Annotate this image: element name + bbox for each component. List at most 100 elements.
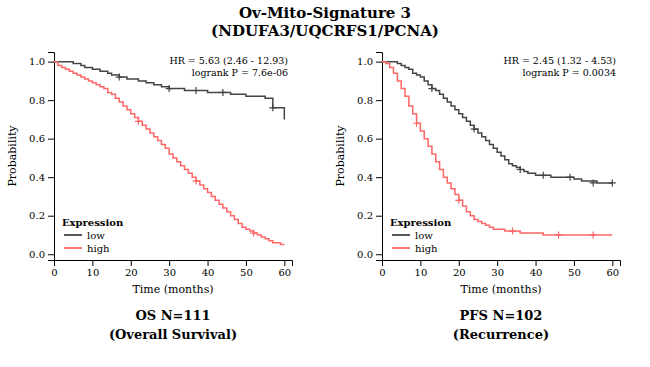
legend-label: high: [87, 243, 110, 254]
y-tick-label: 0.4: [357, 172, 373, 183]
y-tick-mark: [376, 100, 382, 101]
annotation-line: HR = 5.63 (2.46 - 12.93): [169, 55, 288, 66]
panel-subtitle: (Recurrence): [453, 327, 549, 342]
x-tick-mark: [169, 260, 170, 266]
y-tick: 1.0: [29, 56, 54, 67]
y-axis-line: [48, 53, 55, 261]
x-tick-mark: [497, 260, 498, 266]
plot-area: [54, 62, 284, 245]
censor-mark: [219, 89, 226, 96]
panel: 01020304050600.00.20.40.60.81.0Time (mon…: [334, 53, 621, 297]
y-axis: 0.0 0.2 0.4 0.6 0.8 1.0: [357, 53, 382, 261]
censor-mark: [517, 166, 524, 173]
x-tick: 0: [379, 260, 385, 278]
panel-subtitle: (Overall Survival): [109, 327, 237, 342]
y-tick: 0.8: [29, 95, 54, 106]
censor-mark: [455, 197, 462, 204]
annotation-line: logrank P = 0.0034: [522, 67, 616, 78]
x-tick: 30: [163, 260, 176, 278]
censor-mark: [509, 228, 516, 235]
panel: 01020304050600.00.20.40.60.81.0Time (mon…: [6, 53, 293, 297]
annotation-line: logrank P = 7.6e-06: [192, 67, 288, 78]
annotation: HR = 2.45 (1.32 - 4.53)logrank P = 0.003…: [501, 54, 618, 79]
x-tick-label: 50: [240, 267, 253, 278]
x-axis-line: [55, 261, 293, 267]
legend-swatch: [392, 247, 410, 249]
y-tick: 0.0: [29, 249, 54, 260]
x-tick: 60: [606, 260, 619, 278]
y-tick-label: 0.6: [29, 133, 45, 144]
plot-area: [382, 62, 616, 239]
censor-mark: [555, 231, 562, 238]
y-tick-mark: [48, 177, 54, 178]
x-tick-mark: [536, 260, 537, 266]
y-axis-title: Probability: [334, 125, 347, 187]
annotation: HR = 5.63 (2.46 - 12.93)logrank P = 7.6e…: [167, 54, 290, 79]
x-tick-label: 0: [51, 267, 57, 278]
censor-mark: [250, 230, 257, 237]
censor-mark: [193, 178, 200, 185]
x-tick-mark: [612, 260, 613, 266]
censor-mark: [471, 126, 478, 133]
x-tick: 0: [51, 260, 57, 278]
y-tick: 0.6: [357, 133, 382, 144]
survival-line: [382, 62, 612, 235]
y-tick-label: 1.0: [29, 56, 45, 67]
y-tick-mark: [48, 62, 54, 63]
legend-swatch: [64, 234, 82, 236]
x-tick-label: 40: [202, 267, 215, 278]
annotation-text: HR = 2.45 (1.32 - 4.53)logrank P = 0.003…: [503, 55, 616, 78]
censor-mark: [590, 231, 597, 238]
legend-label: low: [87, 230, 105, 241]
annotation-bg: [167, 54, 290, 79]
y-tick-mark: [376, 62, 382, 63]
panel-title: OS N=111: [135, 308, 210, 323]
x-tick: 10: [87, 260, 100, 278]
censor-mark: [269, 104, 276, 111]
censor-mark: [609, 179, 616, 186]
censor-mark: [116, 74, 123, 81]
x-tick-label: 60: [606, 267, 619, 278]
x-tick: 50: [240, 260, 253, 278]
x-tick-label: 0: [379, 267, 385, 278]
annotation-line: HR = 2.45 (1.32 - 4.53): [503, 55, 616, 66]
censor-mark: [567, 174, 574, 181]
y-tick-mark: [376, 254, 382, 255]
y-tick: 0.4: [357, 172, 382, 183]
y-tick-label: 0.0: [357, 249, 373, 260]
x-tick-mark: [208, 260, 209, 266]
x-tick: 20: [453, 260, 466, 278]
x-axis-line: [383, 261, 621, 267]
x-tick-label: 40: [530, 267, 543, 278]
y-tick-label: 1.0: [357, 56, 373, 67]
survival-line: [382, 62, 612, 183]
x-tick: 10: [415, 260, 428, 278]
x-tick: 20: [125, 260, 138, 278]
x-axis: 0102030405060: [51, 260, 292, 278]
y-tick: 0.2: [357, 210, 382, 221]
x-tick-label: 20: [125, 267, 138, 278]
annotation-text: HR = 5.63 (2.46 - 12.93)logrank P = 7.6e…: [169, 55, 288, 78]
y-axis-line: [376, 53, 383, 261]
y-tick-mark: [48, 100, 54, 101]
y-tick-label: 0.2: [29, 210, 45, 221]
y-axis-title: Probability: [6, 125, 19, 187]
panel-title: PFS N=102: [460, 308, 543, 323]
y-tick-label: 0.0: [29, 249, 45, 260]
y-tick-label: 0.4: [29, 172, 45, 183]
y-axis: 0.0 0.2 0.4 0.6 0.8 1.0: [29, 53, 54, 261]
annotation-bg: [501, 54, 618, 79]
censor-mark: [166, 85, 173, 92]
y-tick-mark: [48, 254, 54, 255]
y-tick-label: 0.2: [357, 210, 373, 221]
y-tick: 0.6: [29, 133, 54, 144]
y-tick-label: 0.8: [357, 95, 373, 106]
x-tick-label: 30: [163, 267, 176, 278]
chart-root: Ov-Mito-Signature 3(NDUFA3/UQCRFS1/PCNA)…: [0, 0, 650, 367]
survival-line: [54, 62, 284, 245]
censor-mark: [428, 85, 435, 92]
title: Ov-Mito-Signature 3: [239, 4, 411, 22]
legend-label: high: [415, 243, 438, 254]
y-tick-mark: [48, 139, 54, 140]
x-tick: 40: [202, 260, 215, 278]
